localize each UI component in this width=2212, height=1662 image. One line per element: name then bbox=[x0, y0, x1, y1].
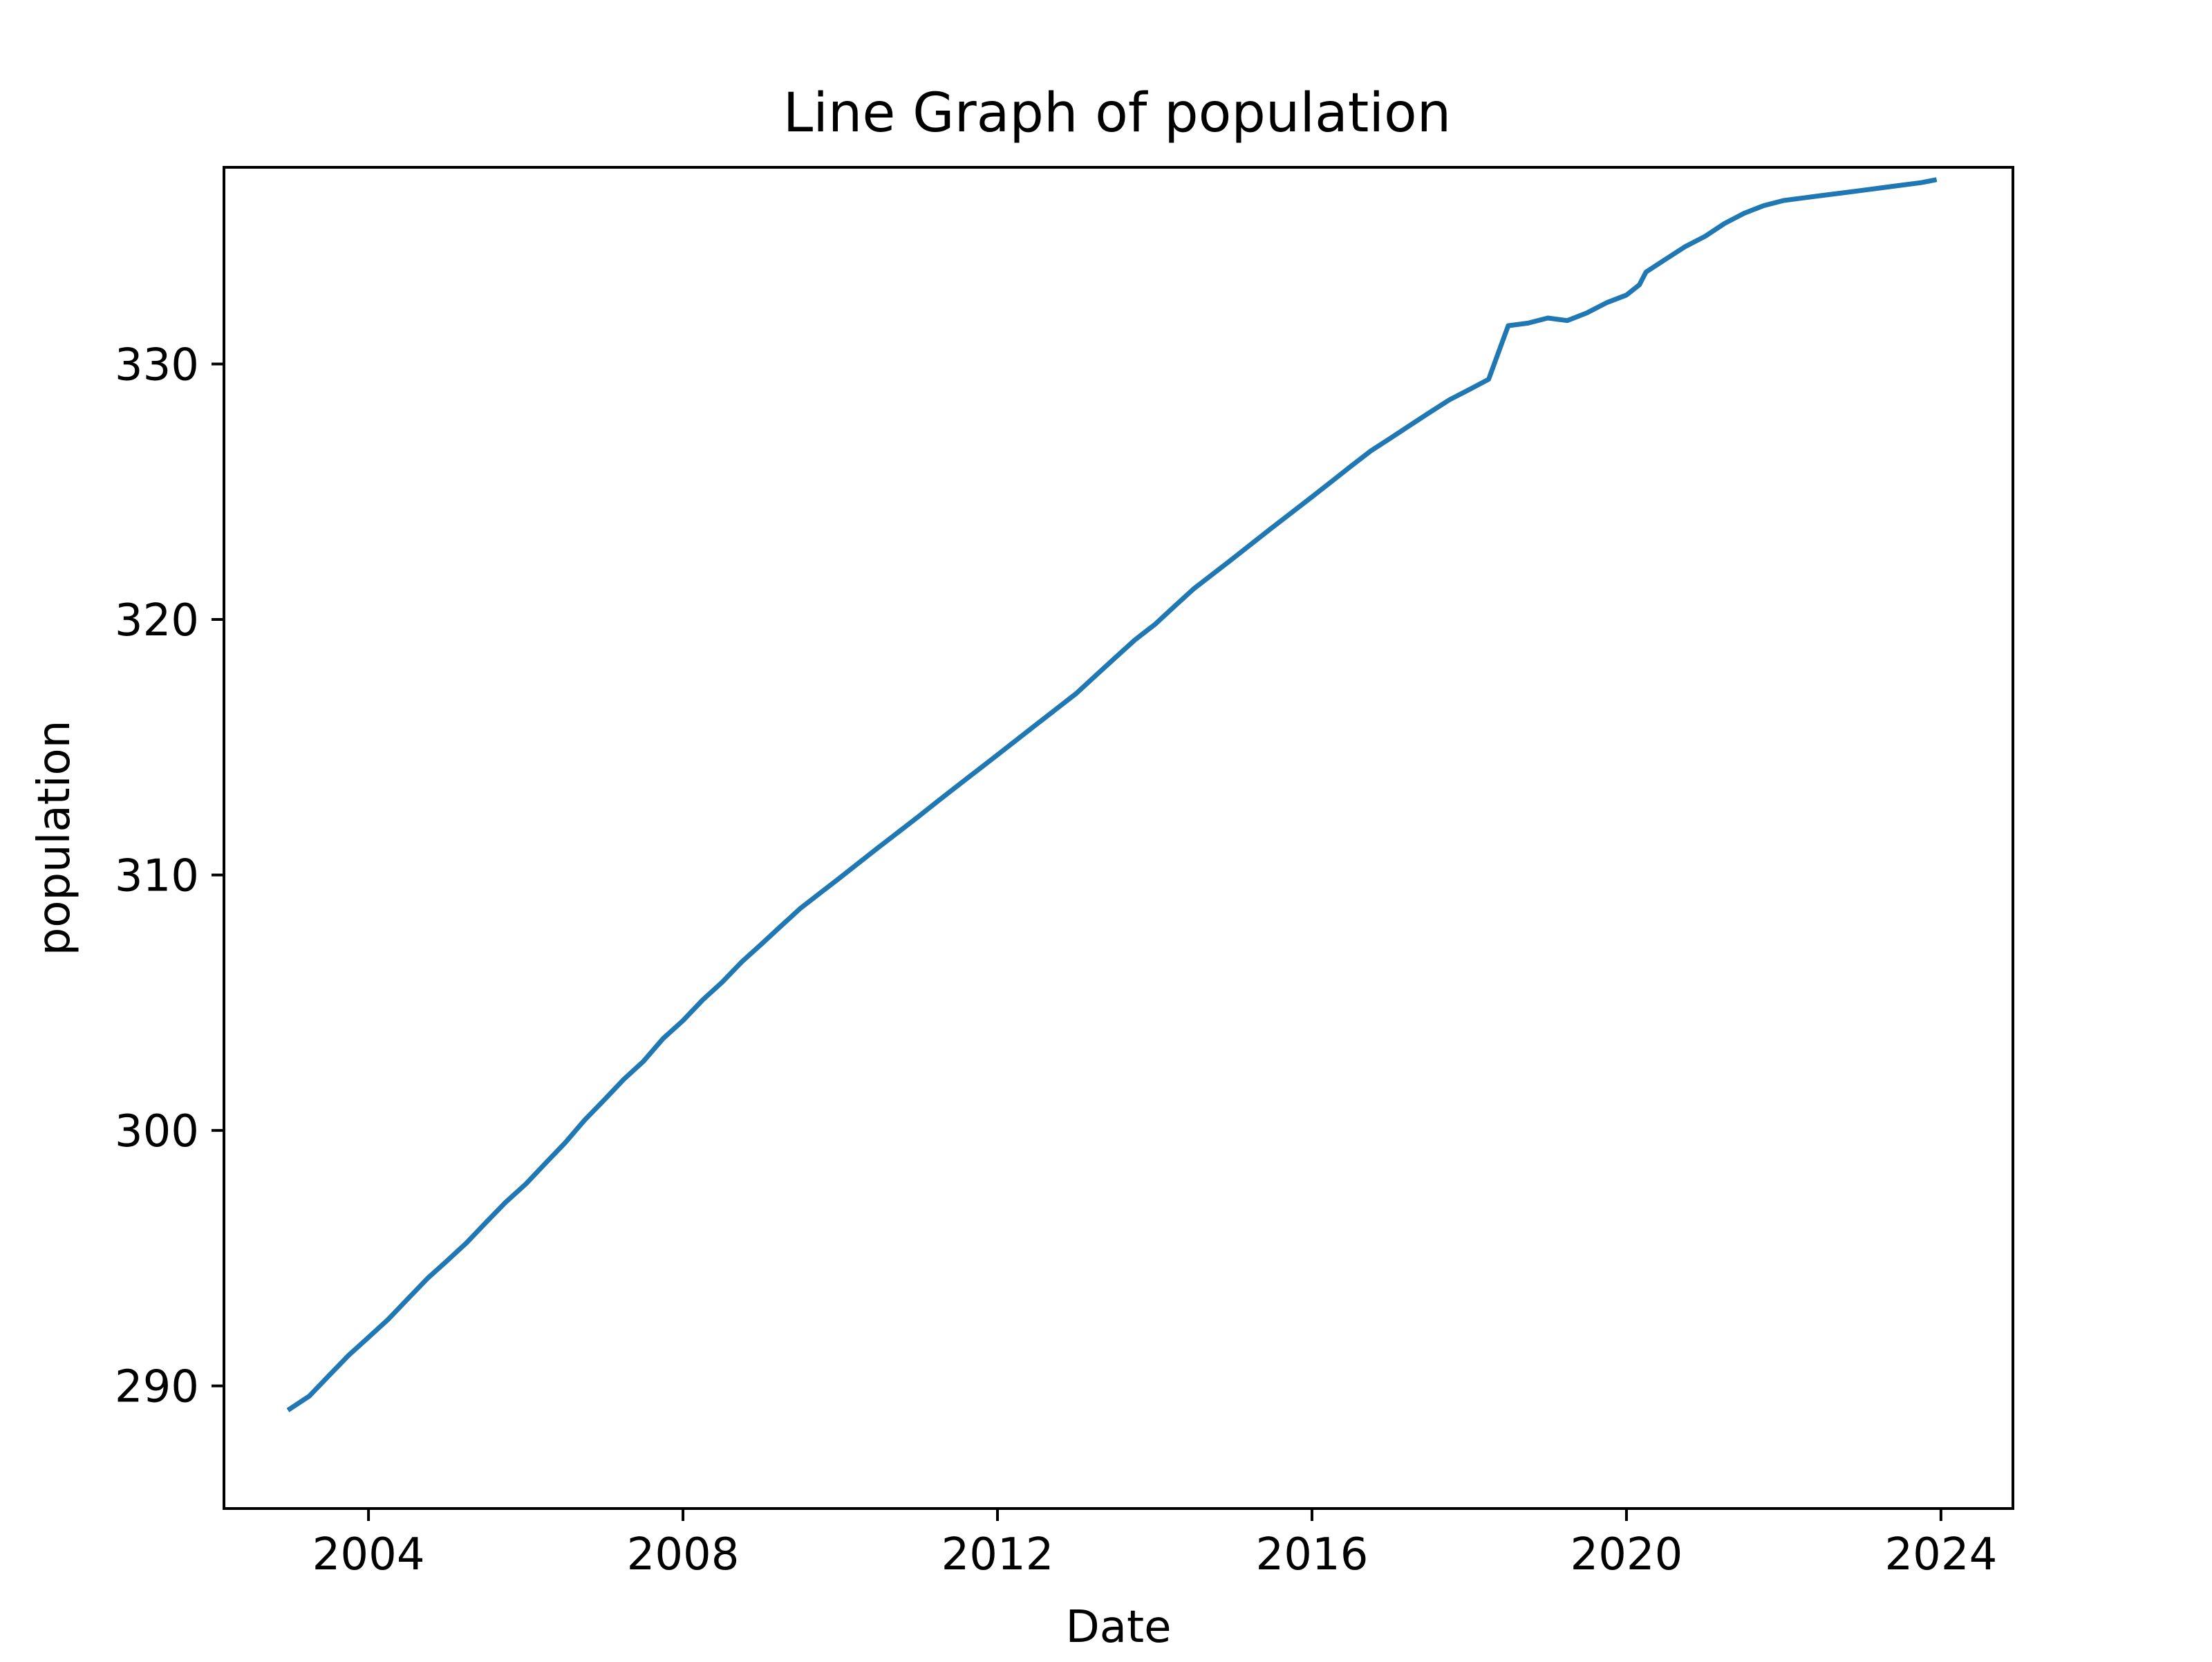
chart-title: Line Graph of population bbox=[783, 82, 1451, 144]
y-tick-label: 300 bbox=[115, 1106, 199, 1157]
x-axis: 2004 2008 2012 2016 2020 2024 bbox=[312, 1509, 1997, 1580]
plot-area-frame bbox=[223, 166, 2014, 1510]
x-tick-label: 2008 bbox=[627, 1529, 740, 1580]
y-axis-label: population bbox=[29, 720, 80, 956]
x-tick-label: 2004 bbox=[312, 1529, 425, 1580]
x-tick-label: 2012 bbox=[941, 1529, 1054, 1580]
population-series-line bbox=[286, 177, 1938, 1412]
y-axis: 290 300 310 320 330 bbox=[115, 340, 224, 1413]
x-tick-label: 2016 bbox=[1256, 1529, 1369, 1580]
y-tick-label: 330 bbox=[115, 340, 199, 391]
y-tick-label: 310 bbox=[115, 851, 199, 902]
x-tick-label: 2024 bbox=[1884, 1529, 1997, 1580]
y-tick-label: 320 bbox=[115, 595, 199, 646]
x-axis-label: Date bbox=[1066, 1602, 1172, 1653]
series-layer bbox=[286, 177, 1938, 1412]
y-tick-label: 290 bbox=[115, 1362, 199, 1413]
x-tick-label: 2020 bbox=[1570, 1529, 1683, 1580]
